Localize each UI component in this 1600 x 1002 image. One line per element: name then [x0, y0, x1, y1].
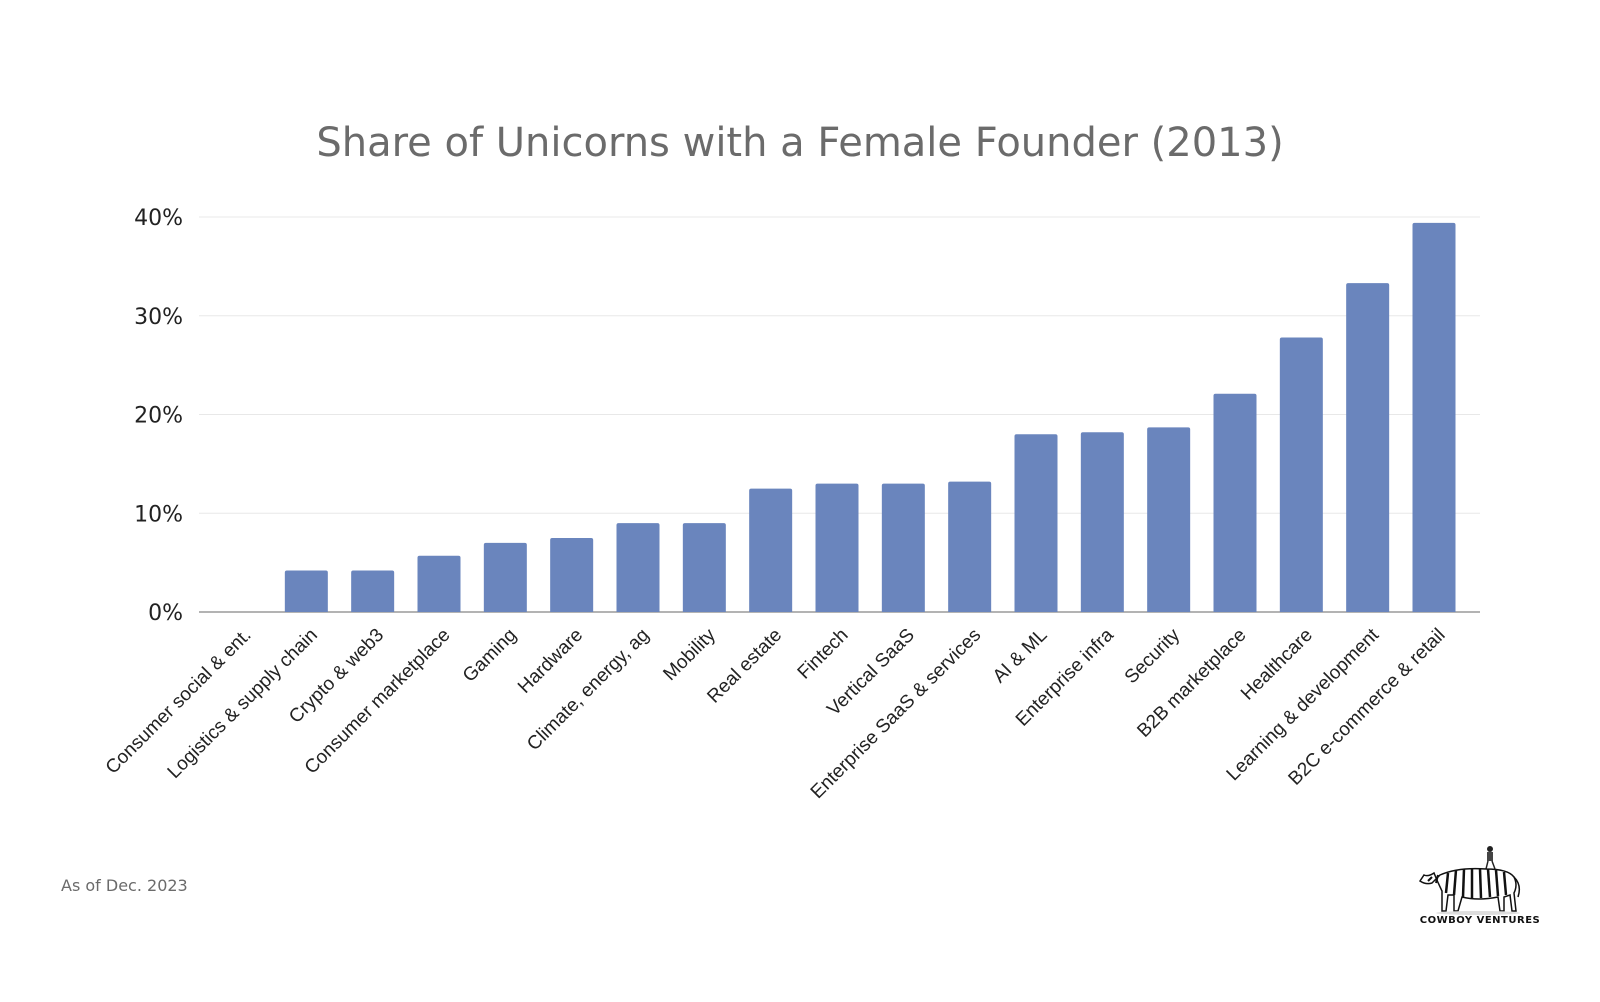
bar [417, 555, 461, 612]
bar [749, 488, 793, 612]
bar [682, 523, 726, 612]
x-axis-category-labels: Consumer social & ent.Logistics & supply… [102, 624, 1450, 803]
bar [1080, 432, 1124, 612]
y-tick-label: 30% [134, 305, 183, 330]
x-category-label: Climate, energy, ag [523, 625, 653, 755]
x-category-label: AI & ML [989, 625, 1052, 688]
bar [351, 570, 395, 612]
footnote: As of Dec. 2023 [61, 876, 188, 895]
y-tick-label: 20% [134, 404, 183, 429]
bar [1279, 337, 1323, 612]
chart-title: Share of Unicorns with a Female Founder … [316, 120, 1284, 166]
bars [284, 222, 1456, 613]
bar [483, 542, 527, 612]
bar [1213, 393, 1257, 612]
bar [948, 481, 992, 612]
bar [550, 537, 594, 612]
x-category-label: Gaming [459, 625, 521, 687]
bar [881, 483, 925, 612]
bar [1147, 427, 1191, 612]
bar [1346, 283, 1390, 612]
y-tick-label: 0% [148, 601, 183, 626]
zebra-rider-icon [1418, 846, 1521, 915]
x-category-label: Mobility [659, 624, 720, 685]
bar [815, 483, 859, 612]
x-category-label: Fintech [794, 625, 853, 684]
y-tick-label: 40% [134, 206, 183, 231]
bar [284, 570, 328, 612]
x-category-label: Security [1121, 624, 1185, 688]
y-axis-ticks: 0% 10% 20% 30% 40% [134, 206, 183, 626]
bar [1412, 222, 1456, 613]
y-tick-label: 10% [134, 502, 183, 527]
bar [1014, 434, 1058, 612]
bar [616, 523, 660, 612]
logo-text: COWBOY VENTURES [1419, 915, 1541, 926]
